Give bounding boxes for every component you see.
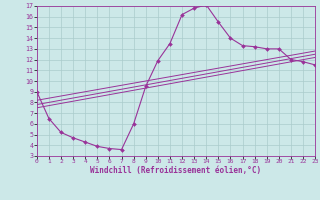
X-axis label: Windchill (Refroidissement éolien,°C): Windchill (Refroidissement éolien,°C)	[91, 166, 261, 175]
